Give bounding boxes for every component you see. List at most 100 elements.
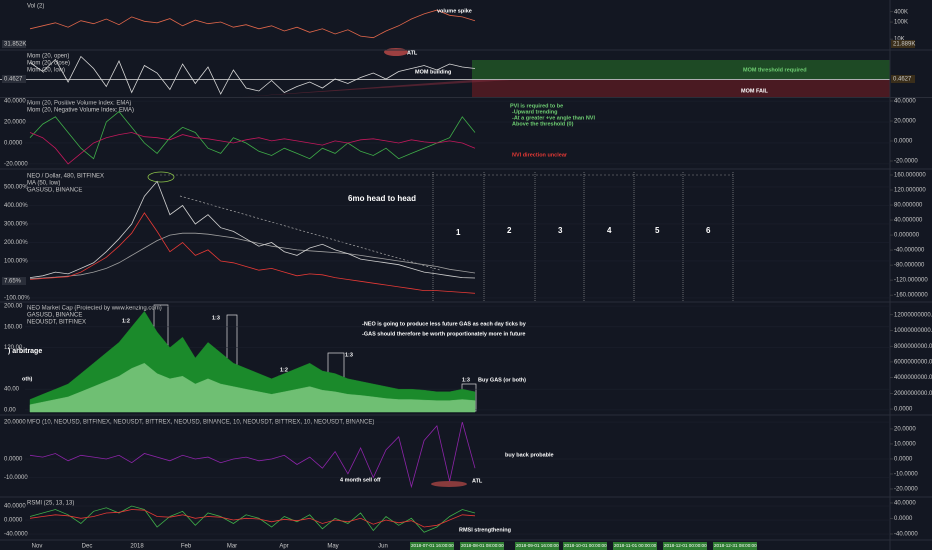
- left-tick-label: -20.0000: [4, 161, 28, 167]
- pane-label: Mom (20, Positive Volume Index: EMA): [27, 101, 131, 107]
- pane-label: NEOUSDT, BITFINEX: [27, 320, 86, 326]
- date-box: [663, 542, 707, 550]
- right-tick-label: 0.000000: [894, 233, 920, 239]
- left-tick-label: 120.00: [4, 345, 23, 351]
- right-tick-label: 80.000000: [894, 203, 923, 209]
- right-tick-label: 2000000000.0000: [894, 391, 932, 397]
- annotation: -NEO is going to produce less future GAS…: [362, 321, 527, 327]
- left-tick-label: 40.0000: [4, 504, 26, 510]
- time-label: Apr: [279, 544, 288, 550]
- pane-label: Mom (20, Negative Volume Index: EMA): [27, 108, 134, 114]
- annotation: 3: [558, 226, 563, 235]
- left-tick-label: 0.0000: [4, 518, 23, 524]
- annotation: 6: [706, 226, 711, 235]
- right-tick-label: 4000000000.0000: [894, 375, 932, 381]
- date-box: [410, 542, 454, 550]
- annotation: 1:3: [462, 377, 470, 383]
- price-label: 0.4627: [893, 77, 912, 83]
- annotation: 1:2: [122, 318, 130, 324]
- pane-label: MFO (10, NEOUSD, BITFINEX, NEOUSDT, BITT…: [27, 420, 374, 426]
- annotation: -At a greater +ve angle than NVI: [512, 115, 595, 121]
- pane-label: NEO / Dollar, 480, BITFINEX: [27, 174, 104, 180]
- annotation: 1:3: [212, 315, 220, 321]
- annotation: 1: [456, 228, 461, 237]
- right-tick-label: 40.000000: [894, 218, 923, 224]
- left-tick-label: 20.0000: [4, 420, 26, 426]
- line: [29, 180, 476, 279]
- annotation: volume spike: [437, 8, 472, 14]
- right-tick-label: 6000000000.0000: [894, 360, 932, 366]
- fail-zone: [472, 80, 890, 97]
- pane-label: GASUSD, BINANCE: [27, 188, 82, 194]
- atl-ellipse: [431, 481, 467, 487]
- line: [29, 212, 476, 294]
- price-label: 31.852K: [4, 42, 26, 48]
- date-label: 2018-10-01 00:00:00: [564, 543, 607, 548]
- right-tick-label: 10000000000.0000: [894, 328, 932, 334]
- annotation: 6mo head to head: [348, 194, 416, 203]
- time-label: Nov: [32, 544, 43, 550]
- date-box: [515, 542, 559, 550]
- fail-wedge: [240, 80, 510, 97]
- left-tick-label: 300.00%: [4, 222, 28, 228]
- pane-label: RSMI (25, 13, 13): [27, 501, 74, 507]
- time-label: Feb: [181, 544, 192, 550]
- annotation: 1:3: [345, 352, 353, 358]
- time-label: 2018: [130, 544, 144, 550]
- left-tick-label: -40.0000: [4, 532, 28, 538]
- right-tick-label: 20.0000: [894, 427, 916, 433]
- right-tick-label: 0.0000: [894, 516, 913, 522]
- right-tick-label: -10.0000: [894, 472, 918, 478]
- line: [29, 232, 476, 279]
- annotation: 2: [507, 226, 512, 235]
- area: [29, 362, 476, 413]
- left-tick-label: 100.00%: [4, 259, 28, 265]
- date-box: [460, 542, 504, 550]
- pane-label: Vol (2): [27, 4, 44, 10]
- period-lines: [432, 172, 734, 302]
- right-tick-label: 10K: [894, 37, 905, 43]
- time-label: Jun: [378, 544, 388, 550]
- price-badge: [891, 40, 915, 48]
- annotation: ATL: [407, 50, 418, 56]
- date-box: [563, 542, 607, 550]
- line: [29, 132, 476, 165]
- right-tick-label: 40.0000: [894, 99, 916, 105]
- annotation: 1:2: [280, 367, 288, 373]
- left-tick-label: -10.0000: [4, 475, 28, 481]
- annotation: MOM building: [415, 69, 451, 75]
- pane-label: GASUSD, BINANCE: [27, 313, 82, 319]
- right-tick-label: 400K: [894, 9, 908, 15]
- date-label: 2018-11-01 00:00:00: [614, 543, 657, 548]
- right-tick-label: 0.0000: [894, 457, 913, 463]
- pane-label: MA (50, low): [27, 181, 60, 187]
- right-tick-label: -40.000000: [894, 248, 925, 254]
- line: [29, 505, 476, 533]
- left-tick-label: -100.00%: [4, 296, 30, 302]
- trend-line: [179, 195, 441, 271]
- pane-label: Mom (20, low): [27, 68, 65, 74]
- threshold-zone: [472, 60, 890, 79]
- price-badge: [2, 277, 26, 285]
- annotation: Above the threshold (0): [512, 121, 574, 127]
- annotation: MOM threshold required: [743, 67, 807, 73]
- price-badge: [2, 40, 26, 48]
- annotation: RMSI strengthening: [459, 527, 511, 533]
- annotation: 5: [655, 226, 660, 235]
- price-label: 7.65%: [4, 279, 22, 285]
- annotation: PVI is required to be: [510, 103, 563, 109]
- time-label: Dec: [82, 544, 93, 550]
- right-tick-label: 12000000000.0000: [894, 312, 932, 318]
- left-tick-label: 200.00: [4, 304, 23, 310]
- annotation: Buy GAS (or both): [478, 377, 526, 383]
- date-label: 2018-07-01 16:00:00: [411, 543, 454, 548]
- line: [29, 55, 476, 95]
- annotation: oth): [22, 376, 33, 382]
- left-tick-label: 20.0000: [4, 120, 26, 126]
- right-tick-label: 40.0000: [894, 501, 916, 507]
- time-label: May: [327, 544, 338, 550]
- date-label: 2018-12-01 00:00:00: [664, 543, 707, 548]
- price-badge: [2, 75, 26, 83]
